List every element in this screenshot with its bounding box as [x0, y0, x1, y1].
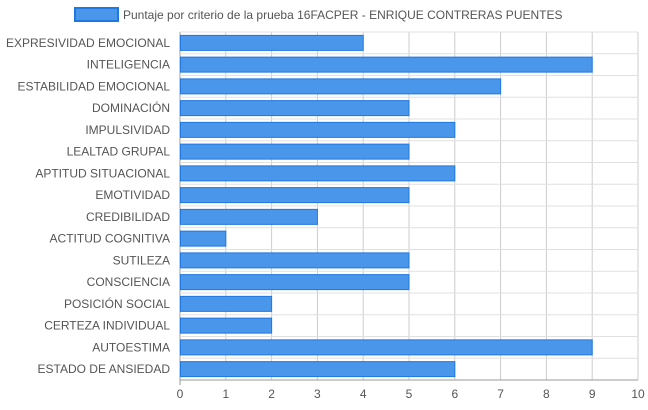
category-label: CERTEZA INDIVIDUAL	[44, 319, 170, 333]
bar[interactable]	[180, 100, 410, 117]
x-tick-label: 5	[406, 387, 413, 401]
x-tick-label: 7	[497, 387, 504, 401]
x-axis-tick-labels: 0 1 2 3 4 5 6 7 8 9 10	[177, 387, 645, 401]
category-label: AUTOESTIMA	[92, 340, 170, 354]
category-label: EXPRESIVIDAD EMOCIONAL	[6, 36, 170, 50]
bar[interactable]	[180, 121, 456, 138]
x-tick-label: 10	[631, 387, 645, 401]
category-labels: EXPRESIVIDAD EMOCIONAL INTELIGENCIA ESTABI…	[6, 36, 170, 376]
category-label: SUTILEZA	[113, 253, 170, 267]
bar[interactable]	[180, 165, 456, 182]
category-label: APTITUD SITUACIONAL	[35, 166, 170, 180]
x-tick-label: 6	[451, 387, 458, 401]
bar[interactable]	[180, 361, 456, 378]
category-label: CREDIBILIDAD	[86, 210, 170, 224]
bar[interactable]	[180, 78, 502, 95]
category-label: INTELIGENCIA	[87, 58, 170, 72]
category-label: POSICIÓN SOCIAL	[64, 296, 170, 311]
category-label: DOMINACIÓN	[92, 100, 170, 115]
category-label: ESTABILIDAD EMOCIONAL	[18, 79, 171, 93]
x-tick-label: 3	[314, 387, 321, 401]
category-label: LEALTAD GRUPAL	[67, 145, 171, 159]
category-label: CONSCIENCIA	[87, 275, 170, 289]
category-label: EMOTIVIDAD	[95, 188, 170, 202]
bar[interactable]	[180, 34, 364, 51]
legend[interactable]: Puntaje por criterio de la prueba 16FACP…	[74, 7, 563, 22]
legend-swatch	[74, 7, 119, 22]
bar[interactable]	[180, 252, 410, 269]
category-label: ACTITUD COGNITIVA	[50, 232, 170, 246]
bar[interactable]	[180, 208, 318, 225]
bar[interactable]	[180, 187, 410, 204]
bars	[180, 34, 593, 378]
bar[interactable]	[180, 339, 593, 356]
bar[interactable]	[180, 230, 227, 247]
bar[interactable]	[180, 317, 273, 334]
legend-label: Puntaje por criterio de la prueba 16FACP…	[123, 8, 563, 22]
x-tick-label: 9	[589, 387, 596, 401]
x-tick-label: 2	[268, 387, 275, 401]
x-tick-label: 0	[177, 387, 184, 401]
bar[interactable]	[180, 295, 273, 312]
x-tick-label: 8	[543, 387, 550, 401]
x-tick-label: 1	[222, 387, 229, 401]
bar[interactable]	[180, 274, 410, 291]
bar[interactable]	[180, 56, 593, 73]
bar[interactable]	[180, 143, 410, 160]
x-tick-label: 4	[360, 387, 367, 401]
category-label: ESTADO DE ANSIEDAD	[38, 362, 171, 376]
category-label: IMPULSIVIDAD	[85, 123, 170, 137]
